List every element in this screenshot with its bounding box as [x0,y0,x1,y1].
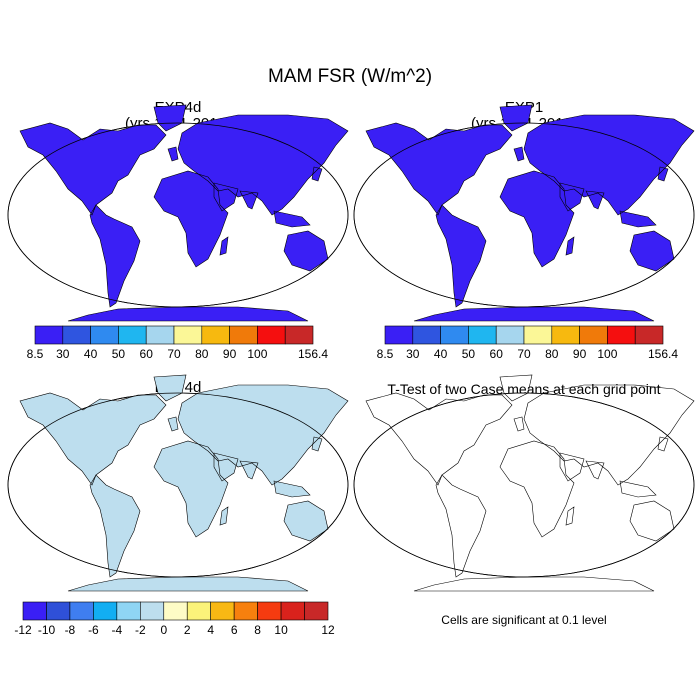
colorbar-swatch [229,325,258,345]
colorbar-swatch [118,325,147,345]
colorbar-tick-label: 100 [597,347,617,361]
colorbar-tick-label: 12 [321,623,335,637]
colorbar-swatch [210,601,235,621]
colorbar-swatch [440,325,469,345]
colorbar-swatch [46,601,71,621]
colorbar-tick-label: 50 [462,347,476,361]
colorbar-swatch [69,601,94,621]
colorbar-swatch [173,325,203,345]
colorbar-swatch [495,325,525,345]
colorbar-swatch [412,325,441,345]
colorbar-tick-label: 60 [140,347,154,361]
map-panel-4: T-Test of two Case means at each grid po… [353,374,695,627]
colorbar-swatch [284,325,314,345]
colorbar-tick-label: -8 [65,623,76,637]
colorbar-swatch [233,601,258,621]
colorbar-tick-label: 4 [207,623,214,637]
colorbar-diff: -12 -10 -8 -6 -4 -2 0 2 4 6 8 10 12 [14,601,335,637]
map-panel-2: EXP1(yrs 1981-2010) [353,99,695,322]
colorbar-swatch [186,601,211,621]
colorbar-swatch [90,325,119,345]
colorbar-swatch [116,601,141,621]
colorbar-swatch [551,325,580,345]
colorbar-swatch [579,325,608,345]
map-panel-1: EXP4d(yrs 1981-2010) [7,99,349,322]
colorbar-tick-label: 90 [223,347,237,361]
colorbar-tick-label: 40 [84,347,98,361]
colorbar-swatch [163,601,188,621]
colorbar-swatch [523,325,553,345]
colorbar-tick-label: 50 [112,347,126,361]
colorbar-swatch [280,601,305,621]
colorbar-swatch [34,325,64,345]
colorbar-tick-label: 90 [573,347,587,361]
colorbar-swatch [62,325,91,345]
colorbar-swatch [607,325,636,345]
colorbar-tick-label: 70 [517,347,531,361]
map-panel-3: EXP4d- EXP1 [7,374,349,592]
colorbar-tick-label: 2 [184,623,191,637]
colorbar-tick-label: 156.4 [298,347,328,361]
colorbar-tick-label: 70 [167,347,181,361]
colorbar-swatch [257,325,286,345]
colorbar-swatch [93,601,118,621]
colorbar-swatch [468,325,497,345]
colorbar-exp4d: 8.5 30 40 50 60 70 80 90 100 156.4 [27,325,328,361]
colorbar-swatch [304,601,329,621]
colorbar-swatch [22,601,47,621]
colorbar-tick-label: 0 [160,623,167,637]
colorbar-tick-label: 156.4 [648,347,678,361]
colorbar-swatch [145,325,175,345]
colorbar-swatch [384,325,414,345]
colorbar-tick-label: 60 [490,347,504,361]
colorbar-tick-label: -10 [38,623,56,637]
colorbar-tick-label: 10 [274,623,288,637]
colorbar-tick-label: 8.5 [27,347,44,361]
colorbar-tick-label: 100 [247,347,267,361]
colorbar-swatch [140,601,165,621]
colorbar-swatch [257,601,282,621]
significance-note: Cells are significant at 0.1 level [441,613,606,627]
colorbar-swatch [201,325,230,345]
colorbar-tick-label: 8 [254,623,261,637]
colorbar-tick-label: 80 [195,347,209,361]
colorbar-tick-label: -4 [111,623,122,637]
colorbar-tick-label: 30 [406,347,420,361]
colorbar-tick-label: 8.5 [377,347,394,361]
globe-outline [353,392,695,578]
colorbar-tick-label: 30 [56,347,70,361]
colorbar-tick-label: 80 [545,347,559,361]
main-title: MAM FSR (W/m^2) [268,66,432,87]
colorbar-swatch [634,325,664,345]
colorbar-tick-label: 40 [434,347,448,361]
colorbar-tick-label: -12 [14,623,32,637]
colorbar-exp1: 8.5 30 40 50 60 70 80 90 100 156.4 [377,325,678,361]
colorbar-tick-label: -6 [88,623,99,637]
colorbar-tick-label: 6 [231,623,238,637]
colorbar-tick-label: -2 [135,623,146,637]
